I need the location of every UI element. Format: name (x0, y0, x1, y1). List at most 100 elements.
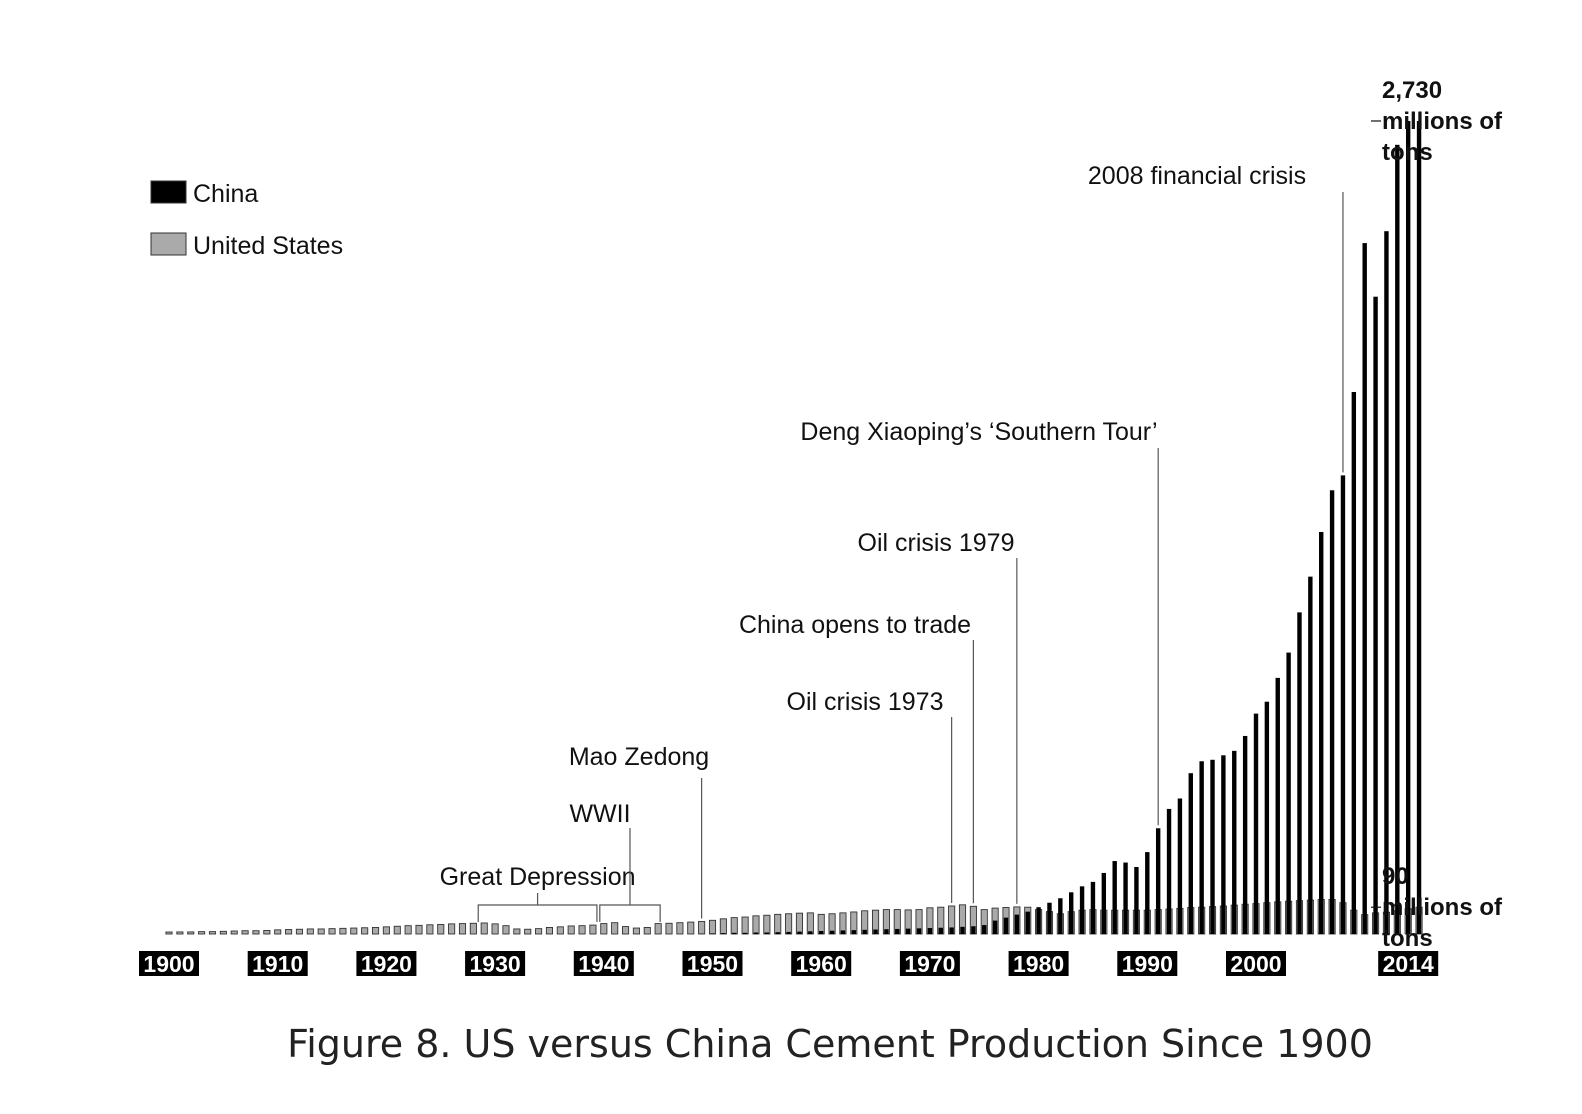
china-bar-1992 (1166, 808, 1172, 934)
china-bar-1969 (916, 928, 922, 934)
china-bar-1968 (905, 928, 911, 934)
legend-item-united-states: United States (150, 232, 343, 260)
china-bar-2006 (1319, 531, 1324, 934)
us-bar-1951 (719, 918, 727, 935)
x-tick-box-1960 (791, 951, 852, 976)
us-bar-1950 (708, 919, 717, 935)
legend-label-united-states: United States (193, 232, 343, 260)
x-tick-2000: 2000 (1226, 951, 1286, 977)
china-bar-1972 (949, 927, 954, 934)
china-end-label: 2,730 millions of tons (1371, 77, 1503, 166)
us-bar-1955 (763, 914, 771, 935)
x-tick-label-1910: 1910 (252, 951, 303, 977)
x-tick-1940: 1940 (573, 951, 634, 977)
us-bar-1935 (545, 927, 553, 935)
x-tick-box-1970 (899, 951, 960, 976)
us-bar-1956 (774, 913, 782, 935)
x-tick-box-1940 (573, 951, 634, 976)
financial-crisis-2008-label: 2008 financial crisis (1088, 162, 1306, 190)
x-tick-box-1950 (682, 951, 743, 976)
us-bar-1928 (469, 922, 477, 935)
x-tick-label-1960: 1960 (796, 951, 847, 977)
x-tick-label-2000: 2000 (1230, 951, 1281, 977)
us-bar-1913 (306, 928, 314, 935)
us-bar-1938 (578, 925, 586, 935)
legend-swatch-china (150, 180, 187, 204)
great-depression-label: Great Depression (440, 863, 636, 891)
wwii-label: WWII (569, 800, 630, 828)
china-bar-1973 (960, 926, 965, 934)
us-bar-1959 (806, 912, 814, 935)
x-tick-box-1900 (139, 951, 199, 976)
china-bar-2003 (1286, 652, 1291, 934)
us-bar-1940 (600, 923, 608, 935)
x-axis: 1900 1910 1920 1930 1940 1950 1960 1970 1980 1990… (139, 951, 1439, 977)
us-bar-1925 (437, 924, 445, 935)
china-bar-1983 (1069, 892, 1074, 934)
us-bar-1929 (480, 922, 488, 935)
china-bar-1981 (1047, 902, 1052, 934)
us-bar-1911 (285, 929, 293, 935)
china-bar-1976 (992, 920, 998, 934)
us-bar-1921 (393, 925, 401, 935)
china-bar-1974 (971, 926, 976, 934)
x-tick-1920: 1920 (356, 951, 417, 977)
x-tick-1980: 1980 (1008, 951, 1069, 977)
china-bar-1998 (1232, 750, 1237, 934)
china-bar-1951 (721, 933, 726, 934)
china-bar-1980 (1036, 907, 1041, 934)
x-tick-box-1910 (247, 951, 308, 976)
x-tick-label-1970: 1970 (904, 951, 955, 977)
x-tick-box-1990 (1117, 951, 1178, 976)
us-bar-1908 (252, 930, 260, 935)
us-bar-1918 (361, 927, 369, 935)
us-bar-1934 (535, 928, 543, 935)
us-bar-1907 (241, 930, 249, 935)
x-tick-1990: 1990 (1117, 951, 1178, 977)
us-bar-1948 (687, 921, 695, 935)
china-bar-2007 (1329, 490, 1335, 934)
china-bar-1965 (873, 929, 878, 934)
us-bar-1954 (752, 915, 760, 935)
legend-item-china: China (150, 180, 258, 208)
us-bar-1937 (567, 925, 575, 935)
great-depression-bracket (477, 893, 598, 922)
us-bar-1905 (219, 930, 227, 935)
us-bar-1944 (643, 927, 651, 935)
china-bar-2001 (1264, 701, 1270, 934)
china-bar-2000 (1253, 713, 1259, 934)
x-tick-1900: 1900 (139, 951, 199, 977)
china-bar-1991 (1155, 828, 1161, 934)
china-bar-1975 (982, 925, 987, 934)
legend-label-china: China (193, 180, 258, 208)
us-bar-1924 (426, 924, 434, 935)
us-bar-1927 (458, 923, 467, 935)
x-tick-label-1940: 1940 (578, 951, 629, 977)
china-bar-1993 (1177, 798, 1183, 934)
china-bar-1957 (786, 931, 791, 934)
us-bar-1936 (556, 926, 564, 935)
china-bar-2014 (1405, 121, 1411, 934)
china-bar-1979 (1025, 911, 1030, 934)
china-opens-to-trade-label: China opens to trade (739, 611, 971, 639)
us-bar-1953 (741, 916, 749, 935)
us-bar-1932 (513, 928, 521, 935)
x-tick-label-1900: 1900 (143, 951, 194, 977)
x-tick-1930: 1930 (465, 951, 526, 977)
us-bar-1904 (208, 931, 217, 935)
china-bar-2010 (1362, 243, 1367, 935)
figure-caption: Figure 8. US versus China Cement Product… (287, 1022, 1373, 1066)
x-tick-label-1950: 1950 (687, 951, 738, 977)
china-bar-1952 (732, 932, 737, 934)
china-bar-1956 (775, 932, 780, 934)
china-bar-1985 (1090, 881, 1096, 934)
x-tick-1950: 1950 (682, 951, 743, 977)
wwii-bracket (599, 828, 661, 922)
china-bar-2013 (1395, 144, 1400, 934)
us-bar-1926 (448, 923, 456, 935)
legend: China United States (150, 180, 343, 260)
us-bar-1910 (274, 929, 282, 935)
us-bar-1917 (350, 927, 358, 935)
us-bar-1945 (654, 923, 662, 935)
